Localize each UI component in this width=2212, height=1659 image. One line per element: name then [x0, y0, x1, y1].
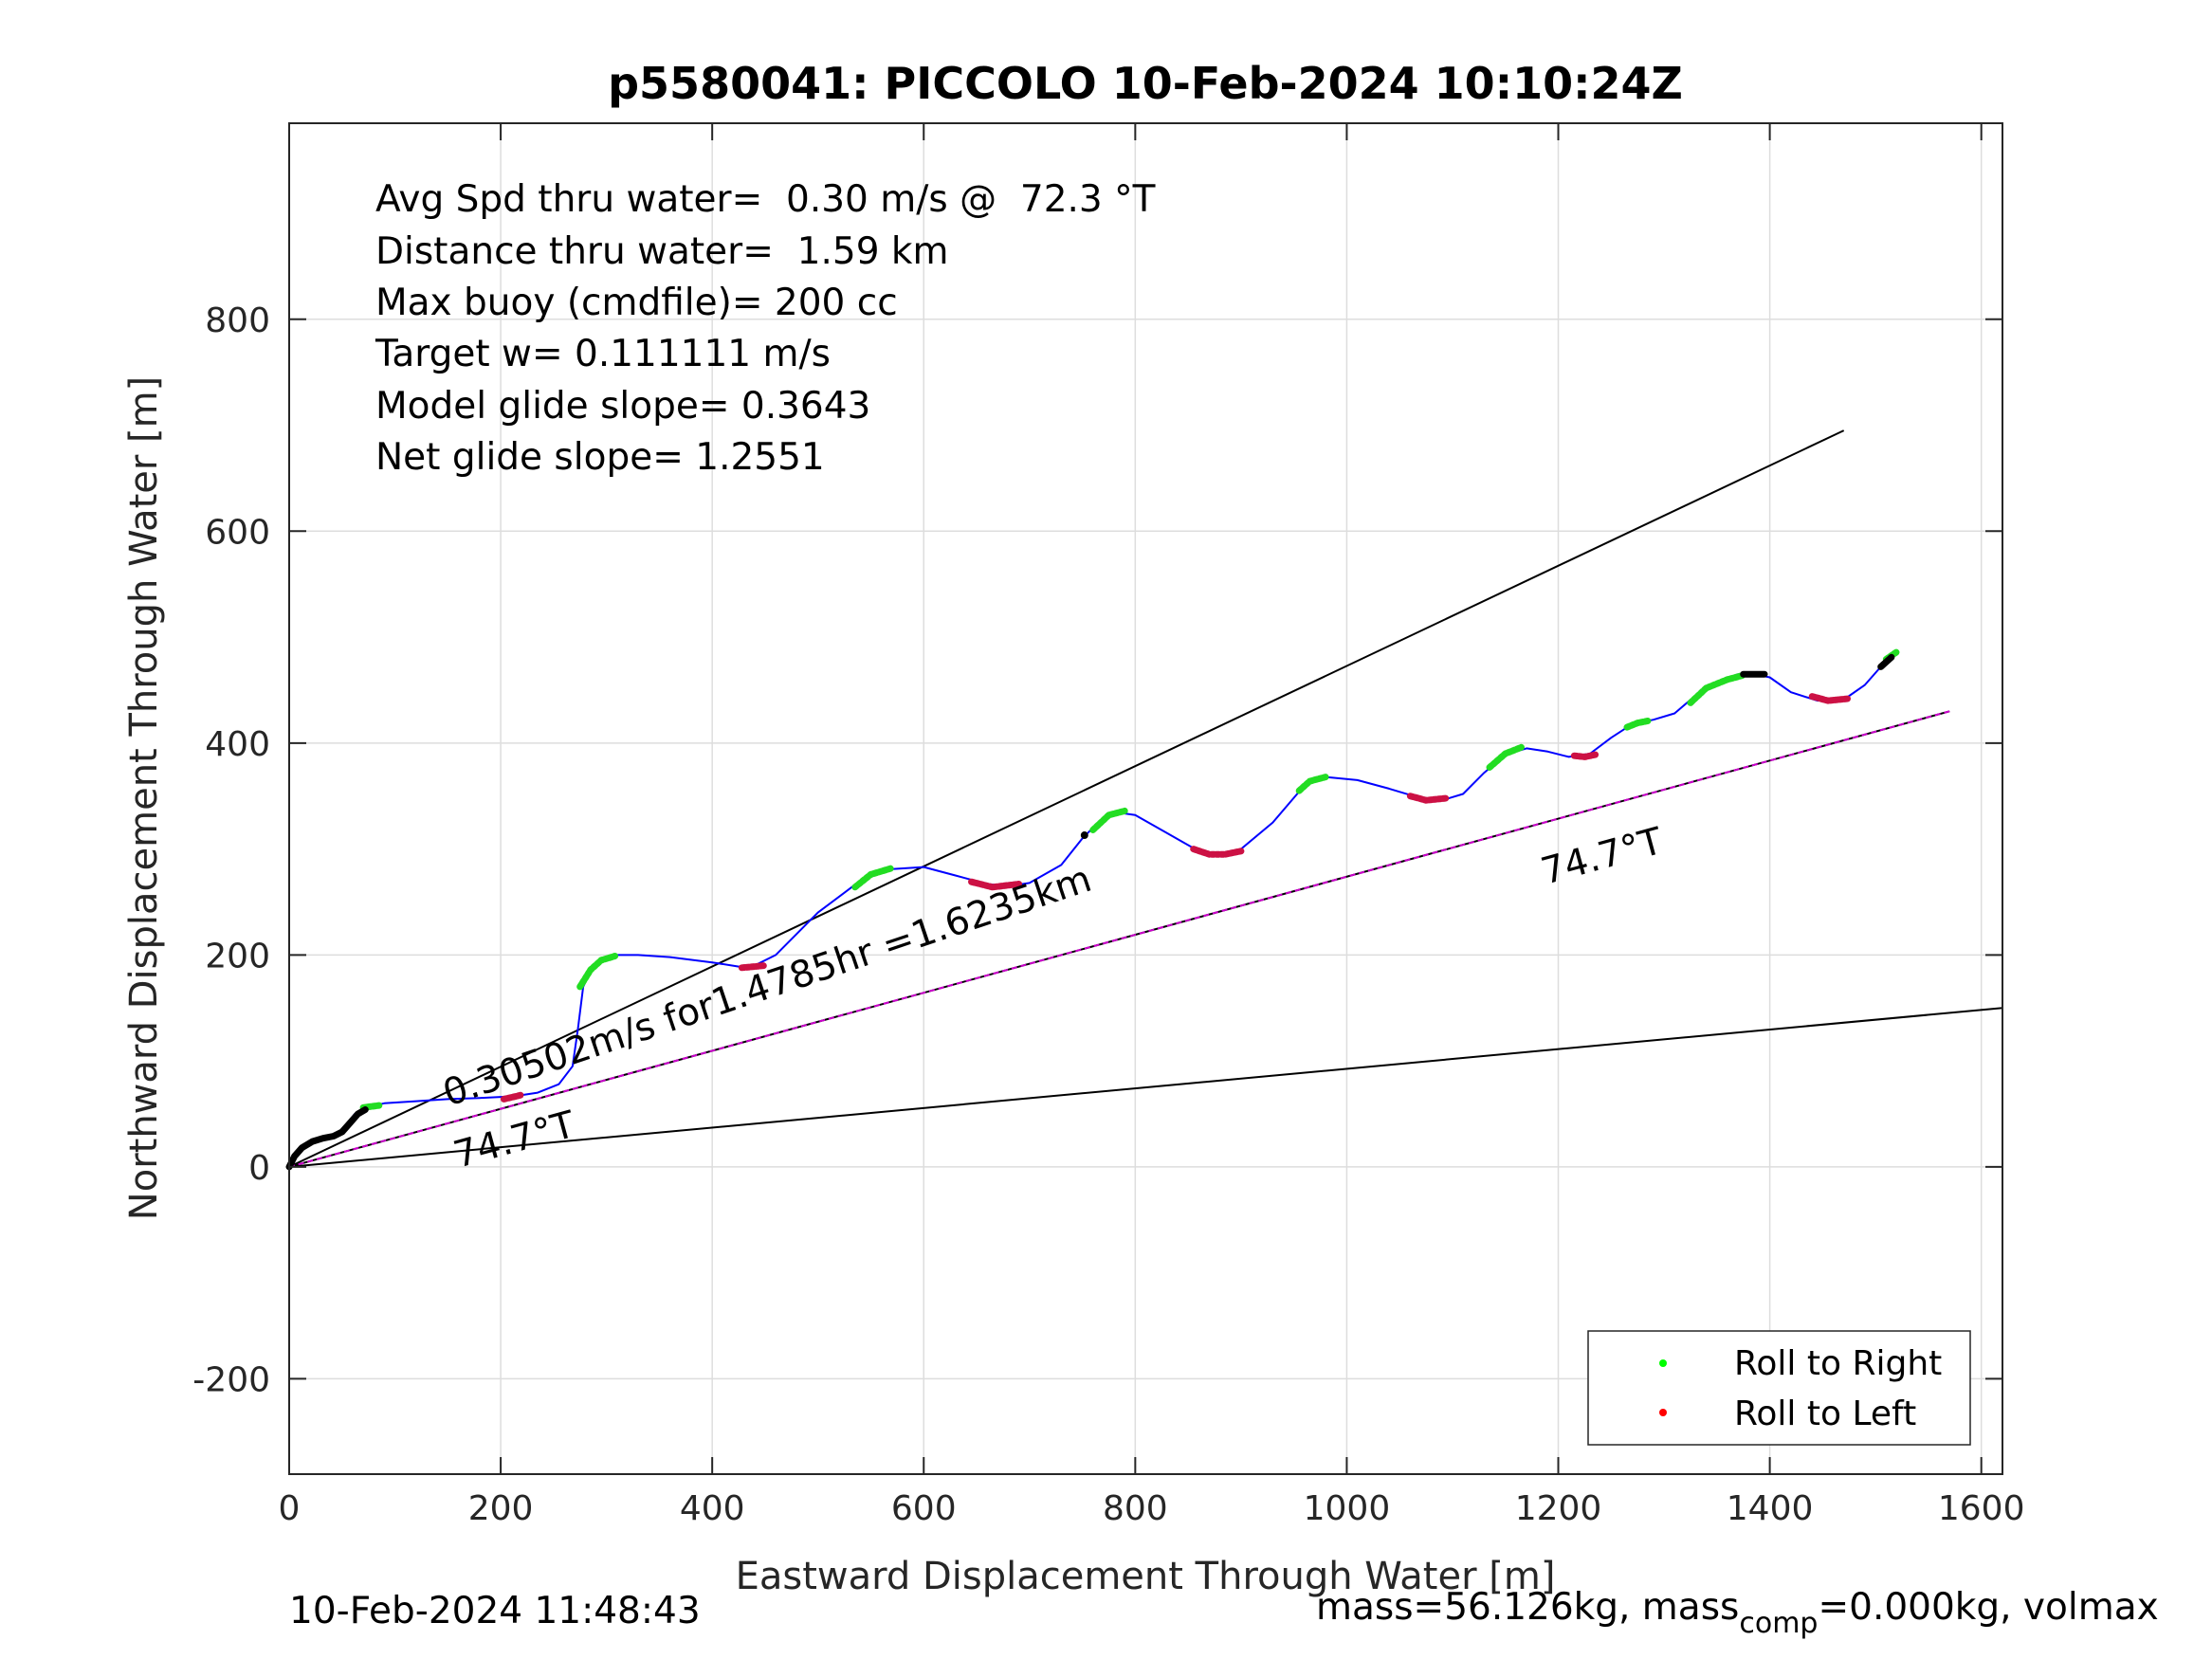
- legend-box: [1587, 1330, 1971, 1446]
- annotation-max-buoy: Max buoy (cmdfile)= 200 cc: [375, 282, 898, 324]
- annotation-distance: Distance thru water= 1.59 km: [375, 230, 948, 273]
- y-tick-labels: -200 0 200 400 600 800: [192, 301, 270, 1400]
- x-tick-label: 1200: [1515, 1489, 1602, 1528]
- annotation-model-glide-slope: Model glide slope= 0.3643: [375, 385, 870, 428]
- heading-label-lower: 74.7°T: [449, 1103, 580, 1177]
- glide-heading-line: [288, 710, 1950, 1168]
- x-tick-labels: 0 200 400 600 800 1000 1200 1400 1600: [279, 1489, 2025, 1528]
- x-tick-label: 800: [1103, 1489, 1168, 1528]
- no-roll-segment: [285, 1106, 369, 1171]
- y-axis-label: Northward Displacement Through Water [m]: [122, 376, 166, 1220]
- roll-left-segment: [1570, 751, 1600, 760]
- annotation-net-glide-slope: Net glide slope= 1.2551: [375, 436, 825, 479]
- y-tick-label: -200: [192, 1360, 270, 1399]
- footer-mass-main: mass=56.126kg, mass: [1316, 1586, 1739, 1629]
- no-roll-point: [1080, 831, 1088, 840]
- chart-title: p5580041: PICCOLO 10-Feb-2024 10:10:24Z: [608, 58, 1683, 109]
- roll-left-segment: [1190, 846, 1245, 858]
- footer-mass-subscript: comp: [1739, 1607, 1818, 1640]
- y-tick-label: 0: [248, 1149, 270, 1188]
- annotation-avg-speed: Avg Spd thru water= 0.30 m/s @ 72.3 °T: [375, 178, 1156, 221]
- plot-frame: [288, 122, 2003, 1475]
- no-roll-segment: [1877, 653, 1895, 670]
- speed-line-label: 0.30502m/s for1.4785hr =1.6235km: [438, 858, 1097, 1116]
- legend-label-roll-left: Roll to Left: [1734, 1395, 1916, 1433]
- y-tick-label: 400: [205, 725, 270, 764]
- roll-left-segment: [1808, 693, 1853, 704]
- annotation-target-w: Target w= 0.111111 m/s: [375, 333, 831, 375]
- legend: Roll to Right Roll to Left: [1587, 1330, 1971, 1446]
- track-line: [288, 651, 1898, 1168]
- footer-mass-tail: =0.000kg, volmax: [1818, 1586, 2158, 1629]
- y-tick-label: 200: [205, 937, 270, 975]
- legend-marker-roll-right: [1659, 1359, 1667, 1367]
- legend-label-roll-right: Roll to Right: [1734, 1344, 1942, 1383]
- stats-annotations: Avg Spd thru water= 0.30 m/s @ 72.3 °T D…: [375, 178, 1156, 479]
- roll-right-segment: [1623, 717, 1652, 731]
- roll-left-segment: [968, 878, 1023, 891]
- footer-mass-info: mass=56.126kg, masscomp=0.000kg, volmax: [1316, 1586, 2159, 1640]
- x-tick-label: 1600: [1938, 1489, 2025, 1528]
- roll-right-segment: [1687, 671, 1747, 706]
- footer-timestamp: 10-Feb-2024 11:48:43: [289, 1590, 701, 1632]
- y-tick-label: 800: [205, 301, 270, 340]
- plot-lines: [285, 429, 2003, 1171]
- roll-right-segment: [1486, 743, 1525, 771]
- heading-label-upper: 74.7°T: [1537, 820, 1668, 894]
- reference-line: [288, 429, 1845, 1168]
- x-tick-label: 400: [680, 1489, 745, 1528]
- reference-line: [288, 1007, 2003, 1168]
- y-tick-label: 600: [205, 513, 270, 552]
- roll-right-segment: [851, 865, 896, 891]
- roll-left-segment: [1406, 793, 1451, 804]
- grid: [288, 123, 2002, 1474]
- roll-left-segment: [738, 962, 769, 972]
- roll-right-segment: [1295, 774, 1329, 794]
- x-tick-label: 1000: [1304, 1489, 1391, 1528]
- x-axis-label: Eastward Displacement Through Water [m]: [736, 1555, 1556, 1598]
- x-tick-label: 1400: [1727, 1489, 1814, 1528]
- roll-right-segment: [576, 953, 619, 991]
- legend-marker-roll-left: [1659, 1409, 1667, 1416]
- x-tick-label: 600: [891, 1489, 957, 1528]
- ticks: [288, 123, 2002, 1474]
- x-tick-label: 200: [468, 1489, 534, 1528]
- roll-right-segment: [1089, 807, 1128, 833]
- x-tick-label: 0: [279, 1489, 301, 1528]
- roll-left-segment: [500, 1091, 525, 1103]
